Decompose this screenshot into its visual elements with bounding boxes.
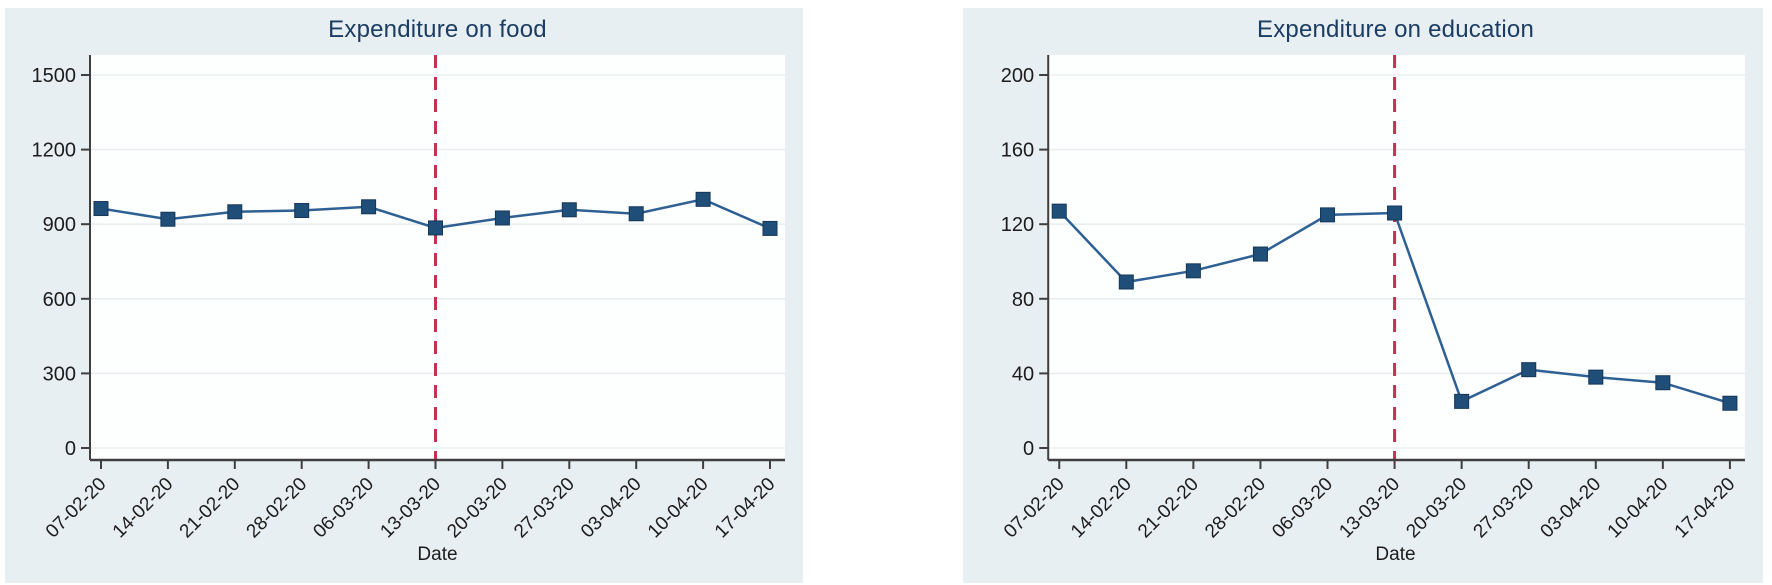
x-tick-label: 03-04-20 — [1537, 474, 1606, 543]
food-chart-title: Expenditure on food — [328, 16, 547, 43]
data-point-marker — [762, 220, 778, 236]
y-tick-label: 1200 — [32, 140, 77, 162]
plot-area — [1048, 55, 1745, 460]
x-tick-label: 27-03-20 — [510, 474, 579, 543]
x-tick-label: 28-02-20 — [243, 474, 312, 543]
x-tick-label: 21-02-20 — [176, 474, 245, 543]
education-x-axis-label: Date — [1375, 544, 1416, 565]
data-point-marker — [1655, 375, 1671, 391]
education-chart-panel: Expenditure on education 0 40 80 120 160 200 0… — [963, 8, 1763, 583]
education-chart-title: Expenditure on education — [1256, 16, 1534, 43]
food-chart-plot: 0 300 600 900 1200 1500 07-02-2014-02-2021-02-… — [32, 55, 785, 543]
data-point-marker — [1722, 395, 1738, 411]
x-tick-label: 10-04-20 — [644, 474, 713, 543]
data-point-marker — [361, 199, 377, 215]
data-point-marker — [695, 191, 711, 207]
x-tick-label: 28-02-20 — [1201, 474, 1270, 543]
y-tick-label: 1500 — [32, 65, 77, 87]
x-tick-label: 20-03-20 — [443, 474, 512, 543]
plot-area — [90, 55, 785, 460]
x-tick-label: 06-03-20 — [310, 474, 379, 543]
x-tick-label: 17-04-20 — [1671, 474, 1740, 543]
x-tick-label: 14-02-20 — [109, 474, 178, 543]
y-tick-label: 80 — [1012, 289, 1034, 311]
y-tick-label: 0 — [1023, 438, 1034, 460]
y-tick-label: 0 — [65, 438, 76, 460]
food-x-axis-label: Date — [417, 544, 458, 565]
data-point-marker — [1454, 393, 1470, 409]
y-tick-label: 120 — [1001, 214, 1034, 236]
data-point-marker — [1387, 205, 1403, 221]
data-point-marker — [93, 201, 109, 217]
data-point-marker — [1185, 263, 1201, 279]
data-point-marker — [294, 203, 310, 219]
x-tick-label: 20-03-20 — [1402, 474, 1471, 543]
y-tick-label: 160 — [1001, 140, 1034, 162]
data-point-marker — [1521, 362, 1537, 378]
x-tick-label: 21-02-20 — [1134, 474, 1203, 543]
data-point-marker — [561, 202, 577, 218]
data-point-marker — [1118, 274, 1134, 290]
data-point-marker — [628, 206, 644, 222]
y-tick-label: 300 — [43, 363, 76, 385]
x-tick-label: 07-02-20 — [42, 474, 111, 543]
data-point-marker — [1252, 246, 1268, 262]
data-point-marker — [160, 211, 176, 227]
data-point-marker — [1319, 207, 1336, 223]
x-tick-label: 14-02-20 — [1067, 474, 1136, 543]
education-chart-plot: 0 40 80 120 160 200 07-02-2014-02-2021-02-2028… — [1000, 55, 1745, 543]
x-tick-label: 13-03-20 — [376, 474, 445, 543]
x-tick-label: 27-03-20 — [1470, 474, 1539, 543]
x-tick-label: 06-03-20 — [1268, 474, 1337, 543]
data-point-marker — [428, 220, 443, 236]
x-tick-label: 07-02-20 — [1000, 474, 1069, 543]
x-tick-label: 17-04-20 — [711, 474, 780, 543]
y-tick-label: 600 — [43, 289, 76, 311]
y-tick-label: 40 — [1012, 363, 1034, 385]
data-point-marker — [227, 204, 243, 220]
data-point-marker — [1051, 203, 1067, 219]
y-tick-label: 900 — [43, 214, 76, 236]
y-tick-label: 200 — [1001, 65, 1034, 87]
data-point-marker — [494, 210, 510, 226]
data-point-marker — [1588, 369, 1604, 385]
x-tick-label: 03-04-20 — [577, 474, 646, 543]
food-chart-panel: Expenditure on food 0 300 600 900 1200 1500 07… — [5, 8, 803, 583]
x-tick-label: 10-04-20 — [1604, 474, 1673, 543]
x-tick-label: 13-03-20 — [1335, 474, 1404, 543]
